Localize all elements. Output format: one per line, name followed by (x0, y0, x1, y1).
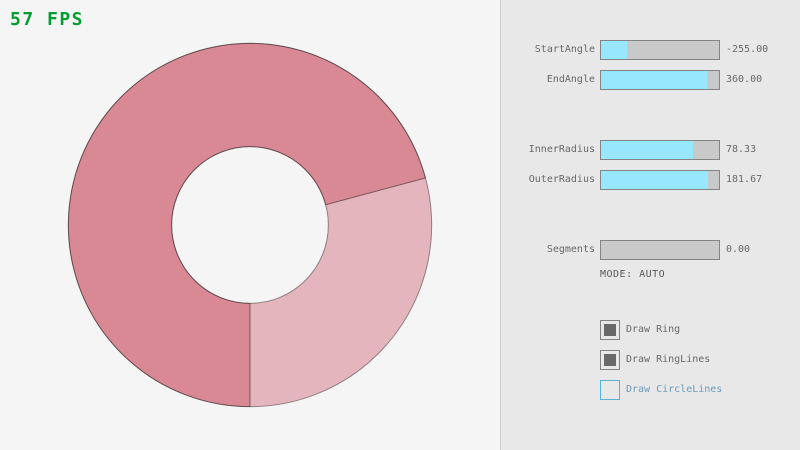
startangle-slider[interactable] (600, 40, 720, 60)
endangle-value: 360.00 (726, 74, 763, 85)
endangle-label: EndAngle (546, 74, 595, 85)
slider-fill (601, 41, 627, 59)
check-mark-icon (604, 354, 616, 366)
outerradius-slider[interactable] (600, 170, 720, 190)
mode-indicator: MODE: AUTO (600, 269, 666, 280)
checkbox-box[interactable] (600, 320, 620, 340)
ring-drawing (67, 42, 433, 408)
slider-fill (601, 71, 708, 89)
slider-fill (601, 141, 694, 159)
innerradius-value: 78.33 (726, 144, 757, 155)
startangle-label: StartAngle (534, 44, 595, 55)
segments-label: Segments (546, 244, 595, 255)
outerradius-value: 181.67 (726, 174, 763, 185)
startangle-value: -255.00 (726, 44, 769, 55)
innerradius-slider[interactable] (600, 140, 720, 160)
check-mark-icon (604, 324, 616, 336)
checkbox-box[interactable] (600, 350, 620, 370)
segments-value: 0.00 (726, 244, 751, 255)
checkbox-label: Draw CircleLines (626, 384, 723, 395)
innerradius-label: InnerRadius (528, 144, 595, 155)
checkbox-label: Draw Ring (626, 324, 681, 335)
fps-counter: 57 FPS (10, 9, 85, 30)
segments-slider[interactable] (600, 240, 720, 260)
checkbox-label: Draw RingLines (626, 354, 711, 365)
outerradius-label: OuterRadius (528, 174, 595, 185)
slider-fill (601, 171, 709, 189)
endangle-slider[interactable] (600, 70, 720, 90)
checkbox-box[interactable] (600, 380, 620, 400)
